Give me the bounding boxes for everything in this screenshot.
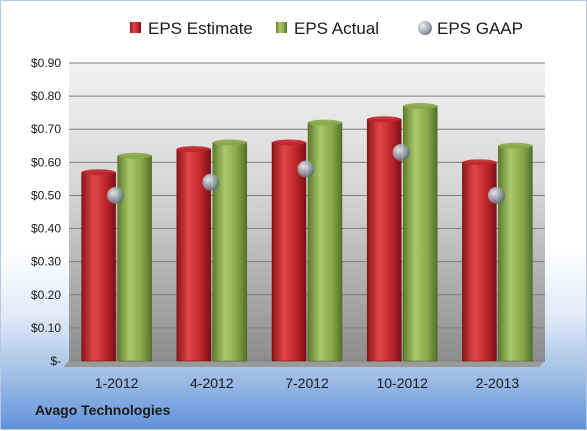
x-tick-label: 2-2013 xyxy=(476,375,520,391)
eps-actual-bar-top xyxy=(403,103,438,110)
eps-actual-bar xyxy=(307,122,343,362)
company-label: Avago Technologies xyxy=(35,402,171,418)
x-tick-label: 4-2012 xyxy=(190,375,234,391)
y-tick-label: $0.30 xyxy=(31,255,61,269)
eps-estimate-bar xyxy=(271,142,307,362)
plot-floor xyxy=(63,361,545,367)
x-tick-label: 1-2012 xyxy=(95,375,139,391)
y-tick-label: $0.60 xyxy=(31,155,61,169)
eps-estimate-bar-top xyxy=(367,116,402,123)
y-tick-label: $0.50 xyxy=(31,188,61,202)
y-tick-label: $0.70 xyxy=(31,122,61,136)
legend-swatch xyxy=(130,22,141,33)
eps-actual-bar-top xyxy=(117,152,152,159)
legend-label: EPS Actual xyxy=(294,19,379,38)
plot-area: $- $0.10 $0.20 $0.30 $0.40 $0.50 $0.60 $0.70 $0.… xyxy=(31,56,545,391)
legend-label: EPS GAAP xyxy=(437,19,523,38)
eps-gaap-marker xyxy=(297,160,315,178)
eps-gaap-marker xyxy=(202,173,220,191)
y-tick-label: $0.20 xyxy=(31,288,61,302)
eps-estimate-bar-top xyxy=(176,146,211,153)
eps-actual-bar-top xyxy=(498,142,533,149)
eps-actual-bar xyxy=(212,142,248,362)
eps-estimate-bar-top xyxy=(462,159,497,166)
y-tick-label: $0.80 xyxy=(31,89,61,103)
eps-gaap-marker xyxy=(107,186,125,204)
x-tick-label: 7-2012 xyxy=(285,375,329,391)
legend-swatch xyxy=(276,22,287,33)
eps-actual-bar xyxy=(117,155,152,362)
y-tick-label: $0.10 xyxy=(31,321,61,335)
eps-actual-bar xyxy=(402,105,438,362)
eps-actual-bar xyxy=(498,145,533,362)
y-tick-label: $0.40 xyxy=(31,222,61,236)
eps-estimate-bar xyxy=(81,172,116,362)
legend: EPS Estimate EPS Actual EPS GAAP xyxy=(130,19,523,38)
y-tick-label: $0.90 xyxy=(31,56,61,70)
x-tick-label: 10-2012 xyxy=(377,375,429,391)
legend-swatch xyxy=(418,21,432,35)
eps-estimate-bar-top xyxy=(272,139,306,146)
legend-label: EPS Estimate xyxy=(148,19,253,38)
eps-estimate-bar-top xyxy=(81,169,116,176)
eps-gaap-marker xyxy=(392,143,410,161)
eps-estimate-bar xyxy=(366,119,402,362)
eps-gaap-marker xyxy=(487,186,505,204)
eps-actual-bar-top xyxy=(212,139,247,146)
eps-actual-bar-top xyxy=(308,119,342,126)
y-tick-label: $- xyxy=(50,354,61,368)
